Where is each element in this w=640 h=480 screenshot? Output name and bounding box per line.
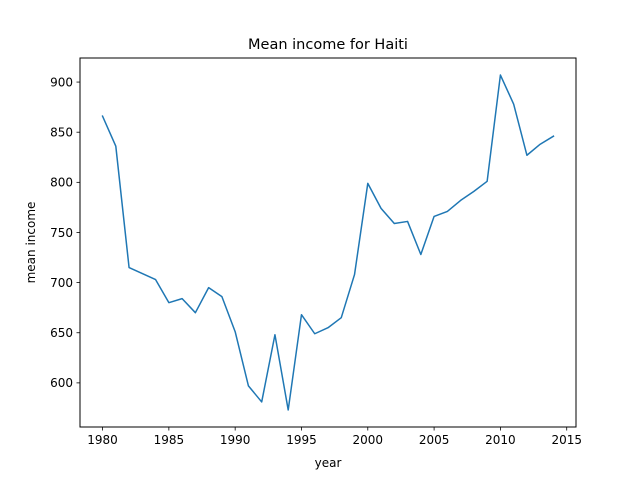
x-tick-label: 2005 (419, 433, 450, 447)
x-axis-label: year (315, 456, 342, 470)
y-tick-label: 900 (50, 75, 73, 89)
y-tick-label: 750 (50, 226, 73, 240)
x-axis: 1980 1985 1990 1995 2000 2005 2010 2015 (87, 427, 582, 447)
y-tick-label: 700 (50, 276, 73, 290)
y-tick-label: 650 (50, 326, 73, 340)
x-tick-label: 2010 (485, 433, 516, 447)
y-axis-label: mean income (24, 202, 38, 284)
y-tick-label: 800 (50, 176, 73, 190)
y-tick-label: 600 (50, 376, 73, 390)
y-axis: 600 650 700 750 800 850 900 (50, 75, 80, 390)
plot-area (101, 74, 555, 411)
x-tick-label: 1985 (154, 433, 185, 447)
y-tick-label: 850 (50, 126, 73, 140)
series-line-0 (101, 74, 555, 411)
axes-frame (79, 57, 577, 428)
x-tick-label: 2000 (353, 433, 384, 447)
x-tick-label: 1990 (220, 433, 251, 447)
x-tick-label: 1980 (87, 433, 118, 447)
x-tick-label: 1995 (286, 433, 317, 447)
x-tick-label: 2015 (551, 433, 582, 447)
chart-title: Mean income for Haiti (248, 37, 408, 53)
